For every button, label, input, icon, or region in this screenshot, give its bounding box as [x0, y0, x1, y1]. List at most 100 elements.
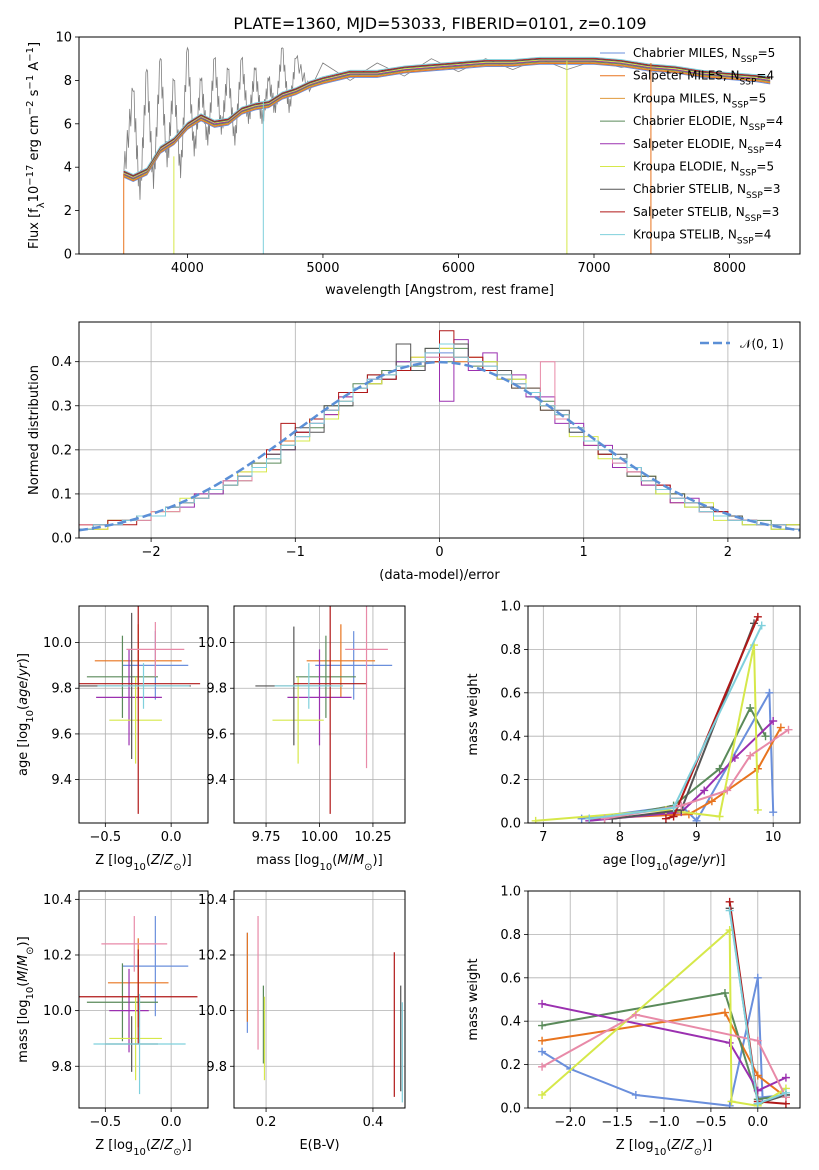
plus-marker [765, 688, 774, 697]
label-part: Z [163, 853, 174, 868]
legend-text: Kroupa MILES, N [633, 91, 732, 105]
normal-curve [79, 360, 800, 532]
mass-weight-line [665, 616, 759, 820]
label-part: mass [log [256, 853, 319, 868]
plus-marker [631, 1010, 640, 1019]
plus-marker [538, 999, 547, 1008]
line-frame [527, 605, 801, 824]
y-tick-label: 4 [64, 161, 72, 176]
plus-marker [758, 1093, 767, 1102]
legend-suffix: =5 [749, 91, 767, 105]
legend-text: Salpeter MILES, N [633, 69, 740, 83]
y-tick-label: 0.0 [500, 1102, 521, 1117]
y-tick-label: 0.4 [500, 1015, 521, 1030]
y-axis-label: Normed distribution [27, 365, 42, 495]
legend-suffix: =4 [754, 228, 772, 242]
errorbar-plot [255, 606, 393, 814]
x-tick-label: 2 [724, 545, 732, 560]
line-plot [531, 612, 793, 823]
mass-weight-line [535, 644, 759, 822]
label-part: 10 [25, 710, 36, 723]
plus-marker [707, 797, 716, 806]
x-axis-label: E(B-V) [299, 1138, 339, 1153]
x-tick-label: −1.0 [648, 1115, 680, 1130]
legend-suffix: =4 [765, 114, 783, 128]
legend-entry: Chabrier ELODIE, NSSP=4 [633, 114, 783, 133]
label-part: / [160, 853, 165, 868]
plus-marker [538, 1090, 547, 1099]
x-tick-label: 9 [692, 830, 700, 845]
label-part: / [16, 965, 31, 970]
legend-entry: Kroupa STELIB, NSSP=4 [633, 228, 771, 247]
label-part: ] [27, 42, 42, 47]
plus-marker [753, 612, 762, 621]
x-tick-label: 10.25 [354, 830, 391, 845]
label-part: 10 [654, 1147, 667, 1158]
label-part: Flux [f [27, 208, 42, 249]
legend-text: Chabrier ELODIE, N [633, 114, 749, 128]
x-tick-label: 8000 [713, 261, 746, 276]
label-part: )] [373, 853, 383, 868]
y-tick-label: 9.8 [206, 1060, 227, 1075]
y-tick-label: 6 [64, 117, 72, 132]
plus-marker [677, 801, 686, 810]
spectrum-frame [78, 36, 801, 255]
plus-marker [753, 805, 762, 814]
legend-suffix: =3 [763, 182, 781, 196]
legend-text: Salpeter STELIB, N [633, 205, 745, 219]
legend-sub: SSP [741, 55, 758, 65]
x-tick-label: −2.0 [554, 1115, 586, 1130]
model-spectrum-line [123, 63, 771, 183]
y-tick-label: 1.0 [500, 885, 521, 900]
plus-marker [776, 723, 785, 732]
plus-marker [781, 1088, 790, 1097]
y-tick-label: 0.6 [500, 686, 521, 701]
label-part: E(B-V) [299, 1138, 339, 1153]
label-part: age [log [603, 853, 656, 868]
errorbar-plot [79, 916, 198, 1095]
plus-marker [684, 810, 693, 819]
plus-marker [715, 764, 724, 773]
label-part: yr [701, 853, 717, 868]
legend-entry: Salpeter MILES, NSSP=4 [633, 69, 774, 88]
errorbar-frame [78, 605, 209, 824]
label-part: M [353, 853, 364, 868]
label-part: Z [log [616, 1138, 654, 1153]
x-axis-label: age [log10(age/yr)] [603, 853, 726, 873]
plus-marker [720, 1008, 729, 1017]
y-tick-label: 9.4 [51, 773, 72, 788]
x-tick-label: 4000 [171, 261, 204, 276]
model-spectrum-line [123, 60, 771, 179]
x-axis-label: mass [log10(M/M⊙)] [256, 853, 382, 873]
plus-marker [715, 812, 724, 821]
y-tick-label: 0.4 [51, 355, 72, 370]
mass-weight-line [589, 625, 763, 820]
y-axis-label: mass weight [466, 673, 481, 755]
plus-marker [769, 717, 778, 726]
legend-sub: SSP [749, 123, 766, 133]
label-part: 10 [133, 862, 146, 873]
label-part: Z [150, 853, 161, 868]
plus-marker [753, 1036, 762, 1045]
plus-marker [753, 1099, 762, 1108]
label-part: ⊙ [25, 946, 36, 954]
legend-text: Kroupa ELODIE, N [633, 160, 740, 174]
y-tick-label: 9.8 [51, 682, 72, 697]
plus-marker [725, 1038, 734, 1047]
y-tick-label: 0.0 [51, 532, 72, 547]
label-part: ( [16, 982, 31, 987]
model-spectrum-line [123, 58, 771, 177]
label-part: 10 [27, 186, 42, 203]
legend-sub: SSP [747, 146, 764, 156]
legend-entry: Kroupa MILES, NSSP=5 [633, 91, 766, 110]
model-spectrum-line [123, 56, 771, 176]
label-part: Z [684, 1138, 695, 1153]
y-tick-label: 1.0 [500, 600, 521, 615]
y-tick-label: 9.6 [51, 727, 72, 742]
y-tick-label: 2 [64, 204, 72, 219]
x-tick-label: 1 [580, 545, 588, 560]
y-tick-label: 8 [64, 74, 72, 89]
label-part: M [16, 970, 31, 981]
plus-marker [723, 786, 732, 795]
